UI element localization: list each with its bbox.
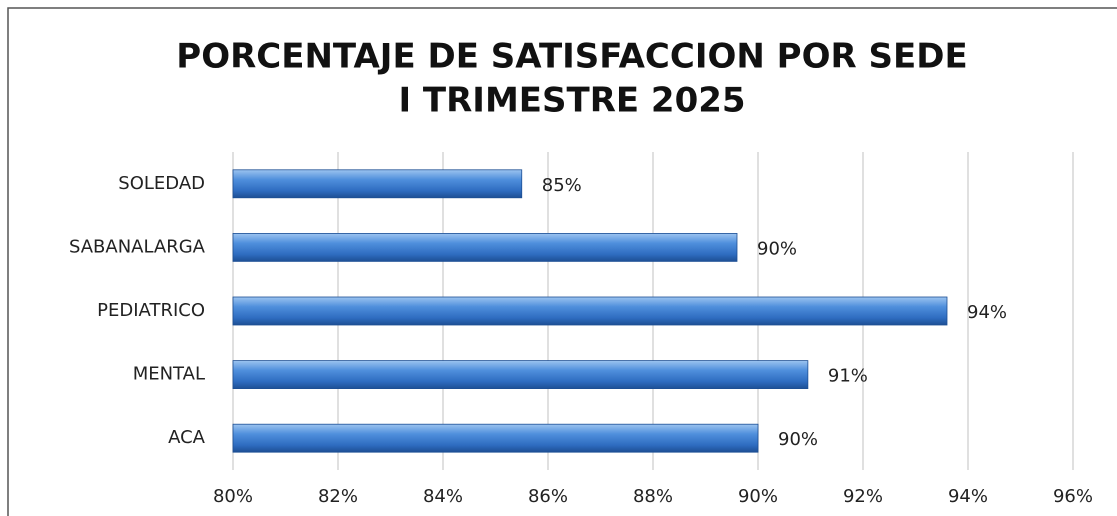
x-tick-label: 94%	[948, 486, 988, 507]
bar	[232, 296, 948, 326]
bar	[232, 169, 523, 199]
bar	[232, 232, 738, 262]
y-tick-label: SABANALARGA	[69, 236, 206, 257]
y-tick-label: MENTAL	[133, 364, 205, 385]
y-tick-label: PEDIATRICO	[97, 300, 205, 321]
y-tick-label: SOLEDAD	[118, 173, 205, 194]
data-label: 91%	[828, 366, 868, 387]
x-tick-label: 92%	[843, 486, 883, 507]
x-tick-label: 86%	[528, 486, 568, 507]
data-label: 94%	[967, 302, 1007, 323]
x-tick-label: 88%	[633, 486, 673, 507]
x-tick-label: 80%	[213, 486, 253, 507]
x-tick-label: 84%	[423, 486, 463, 507]
x-tick-label: 96%	[1053, 486, 1093, 507]
data-label: 85%	[542, 175, 582, 196]
x-tick-label: 90%	[738, 486, 778, 507]
data-label: 90%	[757, 238, 797, 259]
chart-title: PORCENTAJE DE SATISFACCION POR SEDE	[176, 37, 967, 77]
bar	[232, 360, 809, 390]
chart-subtitle: I TRIMESTRE 2025	[398, 81, 745, 121]
y-tick-label: ACA	[168, 427, 206, 448]
data-label: 90%	[778, 429, 818, 450]
bar	[232, 423, 759, 453]
x-tick-label: 82%	[318, 486, 358, 507]
